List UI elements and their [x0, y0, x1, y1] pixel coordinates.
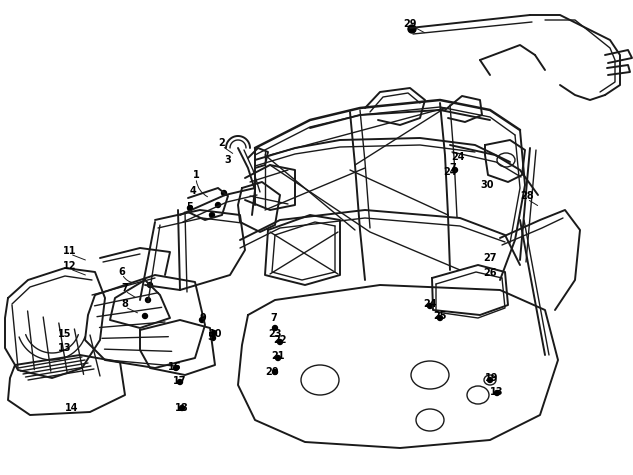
Ellipse shape: [180, 406, 184, 410]
Ellipse shape: [211, 331, 216, 335]
Ellipse shape: [215, 202, 220, 208]
Text: 13: 13: [58, 343, 72, 353]
Text: 21: 21: [272, 351, 285, 361]
Text: 22: 22: [273, 335, 287, 345]
Text: 3: 3: [225, 155, 232, 165]
Text: 17: 17: [173, 376, 187, 386]
Ellipse shape: [437, 315, 442, 321]
Ellipse shape: [211, 335, 215, 341]
Ellipse shape: [222, 190, 227, 196]
Text: 20: 20: [265, 367, 279, 377]
Text: 19: 19: [486, 373, 499, 383]
Text: 25: 25: [433, 311, 447, 321]
Text: 5: 5: [187, 202, 193, 212]
Text: 7: 7: [449, 163, 456, 173]
Ellipse shape: [275, 355, 280, 361]
Text: 5: 5: [208, 332, 215, 342]
Text: 24: 24: [443, 167, 457, 177]
Ellipse shape: [272, 325, 277, 331]
Ellipse shape: [187, 206, 192, 210]
Text: 23: 23: [268, 329, 282, 339]
Text: 1: 1: [192, 170, 199, 180]
Text: 8: 8: [122, 299, 128, 309]
Text: 16: 16: [168, 362, 182, 372]
Text: 18: 18: [175, 403, 189, 413]
Ellipse shape: [199, 317, 204, 323]
Text: 24: 24: [451, 152, 465, 162]
Text: 27: 27: [483, 253, 497, 263]
Ellipse shape: [142, 314, 147, 319]
Ellipse shape: [494, 390, 499, 396]
Ellipse shape: [453, 168, 458, 172]
Text: 4: 4: [190, 186, 196, 196]
Text: 9: 9: [199, 313, 206, 323]
Text: 28: 28: [520, 191, 534, 201]
Ellipse shape: [147, 283, 153, 287]
Ellipse shape: [277, 340, 282, 344]
Text: 6: 6: [118, 267, 125, 277]
Ellipse shape: [146, 297, 151, 303]
Ellipse shape: [408, 25, 416, 33]
Text: 15: 15: [58, 329, 72, 339]
Ellipse shape: [427, 304, 432, 308]
Text: 10: 10: [210, 329, 223, 339]
Text: 26: 26: [483, 268, 497, 278]
Ellipse shape: [272, 370, 277, 374]
Ellipse shape: [487, 378, 492, 382]
Text: 14: 14: [65, 403, 78, 413]
Ellipse shape: [177, 380, 182, 384]
Text: 13: 13: [490, 387, 504, 397]
Ellipse shape: [210, 212, 215, 218]
Text: 11: 11: [63, 246, 77, 256]
Text: 29: 29: [403, 19, 417, 29]
Ellipse shape: [173, 365, 179, 371]
Text: 7: 7: [122, 283, 128, 293]
Text: 2: 2: [218, 138, 225, 148]
Text: 7: 7: [271, 313, 277, 323]
Text: 12: 12: [63, 261, 77, 271]
Text: 24: 24: [423, 299, 437, 309]
Text: 30: 30: [480, 180, 494, 190]
